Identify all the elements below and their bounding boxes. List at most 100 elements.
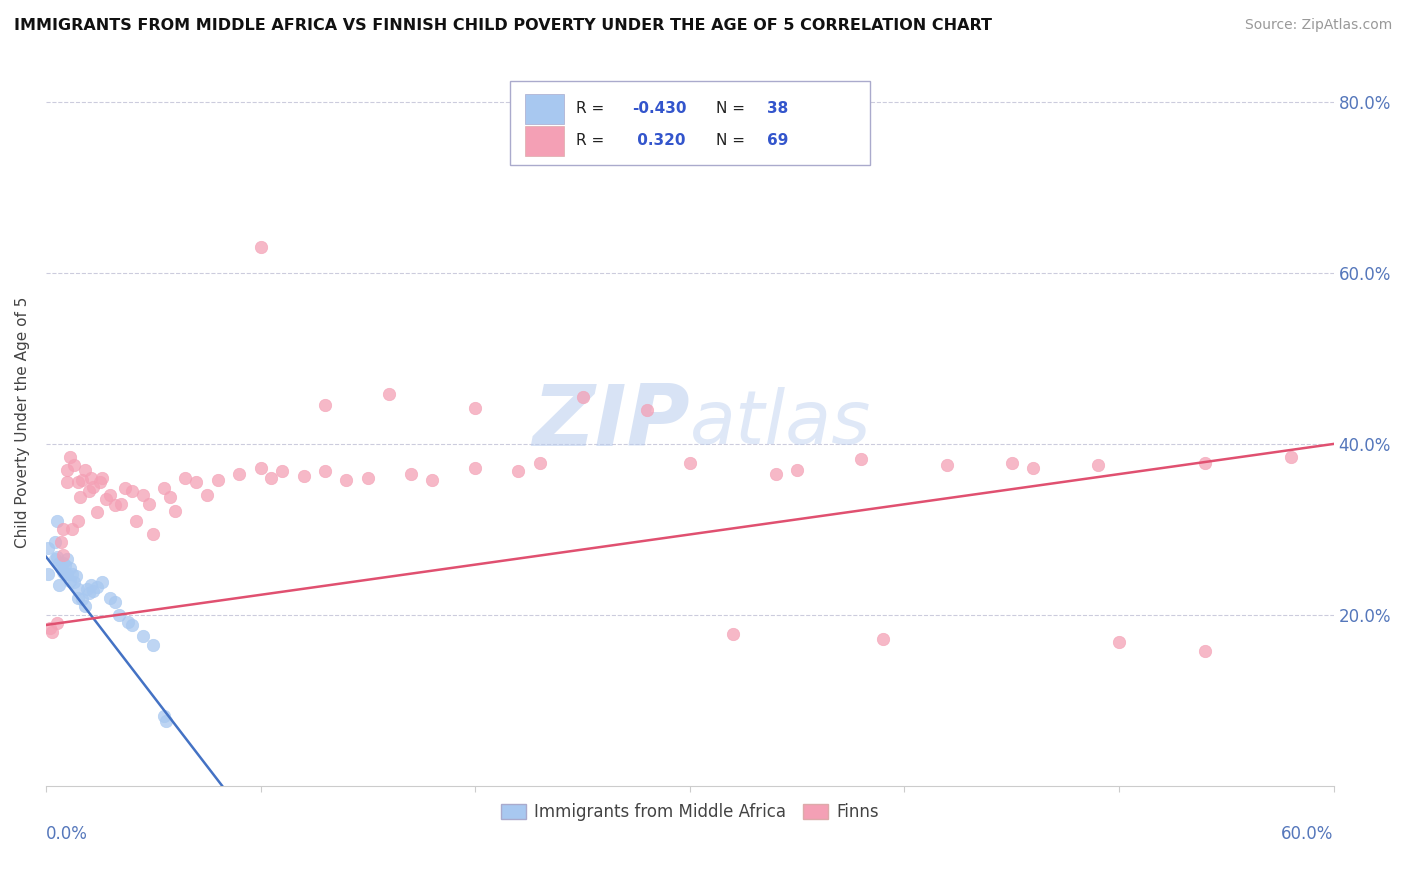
- Point: [679, 456, 702, 470]
- Point: [529, 456, 551, 470]
- Point: [104, 499, 127, 513]
- Text: atlas: atlas: [690, 386, 872, 458]
- Y-axis label: Child Poverty Under the Age of 5: Child Poverty Under the Age of 5: [15, 297, 30, 549]
- Point: [721, 626, 744, 640]
- Point: [851, 452, 873, 467]
- Point: [249, 240, 271, 254]
- Point: [357, 471, 380, 485]
- Point: [86, 505, 108, 519]
- Text: 0.320: 0.320: [631, 134, 685, 148]
- Point: [67, 591, 90, 605]
- Bar: [524, 126, 564, 156]
- Point: [98, 488, 121, 502]
- Point: [41, 624, 63, 639]
- Point: [314, 464, 336, 478]
- Point: [82, 583, 104, 598]
- Point: [72, 473, 94, 487]
- Point: [77, 483, 100, 498]
- Point: [77, 586, 100, 600]
- Point: [82, 480, 104, 494]
- Point: [1001, 456, 1024, 470]
- Point: [60, 522, 83, 536]
- Text: N =: N =: [716, 102, 749, 117]
- Point: [420, 473, 443, 487]
- Point: [108, 607, 131, 622]
- Point: [60, 566, 83, 581]
- Point: [1194, 456, 1216, 470]
- Text: 60.0%: 60.0%: [1281, 825, 1334, 844]
- Point: [153, 481, 176, 495]
- Point: [86, 581, 108, 595]
- Point: [292, 469, 315, 483]
- Point: [159, 490, 181, 504]
- Point: [48, 557, 70, 571]
- Point: [1108, 635, 1130, 649]
- Point: [1279, 450, 1302, 464]
- Point: [508, 464, 530, 478]
- Point: [39, 621, 62, 635]
- Point: [89, 475, 111, 490]
- Text: IMMIGRANTS FROM MIDDLE AFRICA VS FINNISH CHILD POVERTY UNDER THE AGE OF 5 CORREL: IMMIGRANTS FROM MIDDLE AFRICA VS FINNISH…: [14, 18, 993, 33]
- Point: [195, 488, 218, 502]
- Point: [49, 561, 72, 575]
- Point: [76, 582, 98, 596]
- Point: [63, 575, 86, 590]
- Point: [73, 599, 96, 614]
- Point: [52, 557, 75, 571]
- Point: [67, 514, 90, 528]
- Point: [1194, 643, 1216, 657]
- Point: [53, 566, 76, 581]
- Point: [56, 552, 79, 566]
- Point: [45, 616, 67, 631]
- Point: [464, 401, 486, 415]
- Text: -0.430: -0.430: [631, 102, 686, 117]
- Text: ZIP: ZIP: [533, 381, 690, 464]
- Text: R =: R =: [576, 102, 610, 117]
- Point: [249, 460, 271, 475]
- Point: [399, 467, 422, 481]
- Point: [786, 462, 808, 476]
- Point: [207, 473, 229, 487]
- Point: [121, 618, 143, 632]
- Point: [138, 497, 160, 511]
- Point: [52, 522, 75, 536]
- Point: [104, 595, 127, 609]
- Text: 69: 69: [768, 134, 789, 148]
- Point: [571, 390, 593, 404]
- Point: [52, 548, 75, 562]
- Point: [90, 471, 112, 485]
- Point: [1087, 458, 1109, 473]
- Point: [464, 460, 486, 475]
- Point: [260, 471, 283, 485]
- Point: [131, 488, 153, 502]
- Point: [80, 471, 103, 485]
- Point: [314, 399, 336, 413]
- Point: [56, 462, 79, 476]
- Point: [56, 475, 79, 490]
- Point: [67, 582, 90, 596]
- Point: [125, 514, 148, 528]
- Point: [186, 475, 208, 490]
- Point: [44, 552, 66, 566]
- Point: [142, 638, 165, 652]
- Point: [98, 591, 121, 605]
- Point: [49, 535, 72, 549]
- Point: [163, 503, 186, 517]
- Point: [45, 514, 67, 528]
- Point: [94, 492, 117, 507]
- Point: [63, 458, 86, 473]
- Point: [117, 615, 139, 629]
- Point: [765, 467, 787, 481]
- Point: [155, 714, 177, 729]
- Point: [90, 575, 112, 590]
- Point: [936, 458, 959, 473]
- Point: [58, 561, 80, 575]
- Point: [174, 471, 197, 485]
- Text: 0.0%: 0.0%: [46, 825, 87, 844]
- Point: [52, 565, 75, 579]
- Point: [67, 475, 90, 490]
- Point: [1022, 460, 1045, 475]
- Point: [72, 592, 94, 607]
- Point: [228, 467, 250, 481]
- Point: [73, 462, 96, 476]
